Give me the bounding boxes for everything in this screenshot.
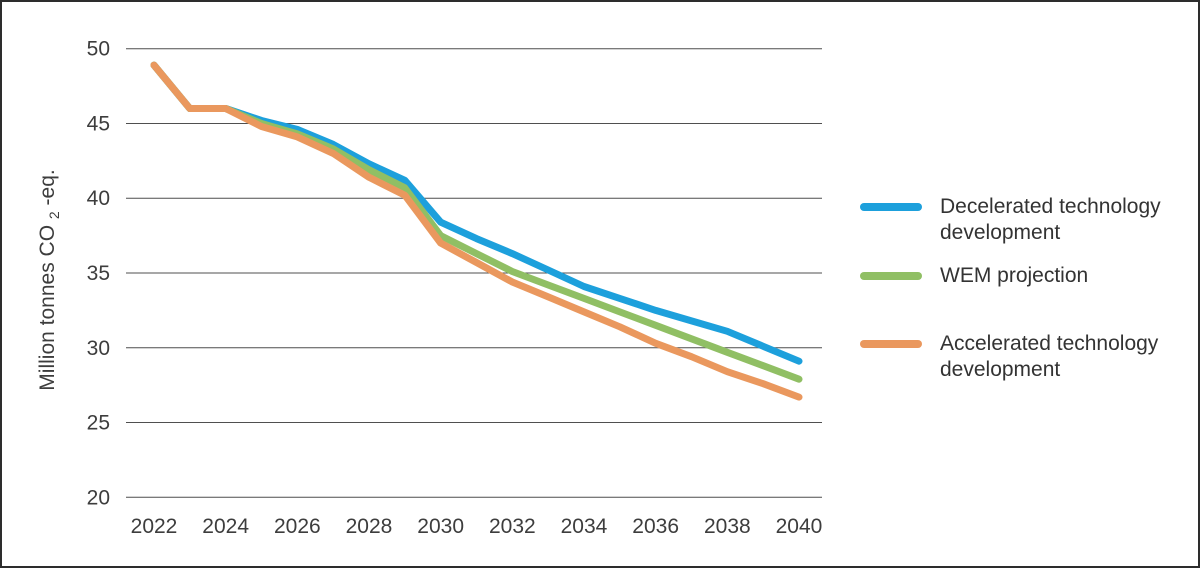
series-line-2 [150,61,803,401]
y-tick-label-50: 50 [87,38,110,61]
y-axis-title-main: Million tonnes CO [36,225,59,391]
y-axis-tick-labels: 50 45 40 35 30 25 20 [87,38,110,510]
accelerated-series-swatch [860,340,922,348]
legend-label-accelerated: Accelerated technology development [940,332,1159,381]
legend-item-accelerated: Accelerated technology development [860,331,1180,383]
x-tick-label-2028: 2028 [346,515,393,538]
series-line-1 [150,61,803,383]
x-tick-label-2032: 2032 [489,515,536,538]
decelerated-series-swatch [860,203,922,211]
y-axis-title-subscript: 2 [46,211,62,219]
legend-label-decelerated: Decelerated technology development [940,195,1161,244]
y-tick-label-45: 45 [87,112,110,135]
x-tick-label-2022: 2022 [131,515,178,538]
wem-series-swatch [860,272,922,280]
x-tick-label-2036: 2036 [632,515,679,538]
y-tick-label-25: 25 [87,412,110,435]
y-tick-label-30: 30 [87,337,110,360]
legend-label-wem: WEM projection [940,264,1089,287]
legend-item-decelerated: Decelerated technology development [860,194,1180,246]
x-axis-tick-labels: 2022 2024 2026 2028 2030 2032 2034 2036 2038 2040 [131,515,823,538]
y-axis-title-suffix: -eq. [36,169,59,205]
y-tick-label-40: 40 [87,187,110,210]
y-tick-label-35: 35 [87,262,110,285]
x-tick-label-2026: 2026 [274,515,321,538]
x-tick-label-2030: 2030 [417,515,464,538]
series-lines [150,61,803,401]
x-tick-label-2040: 2040 [776,515,823,538]
legend-item-wem: WEM projection [860,263,1180,289]
x-tick-label-2034: 2034 [561,515,608,538]
legend: Decelerated technology development WEM p… [860,2,1190,566]
gridlines [126,48,822,498]
x-tick-label-2038: 2038 [704,515,751,538]
y-axis-title: Million tonnes CO 2 -eq. [36,169,64,390]
series-line-0 [150,61,803,365]
y-tick-label-20: 20 [87,486,110,509]
x-tick-label-2024: 2024 [202,515,249,538]
